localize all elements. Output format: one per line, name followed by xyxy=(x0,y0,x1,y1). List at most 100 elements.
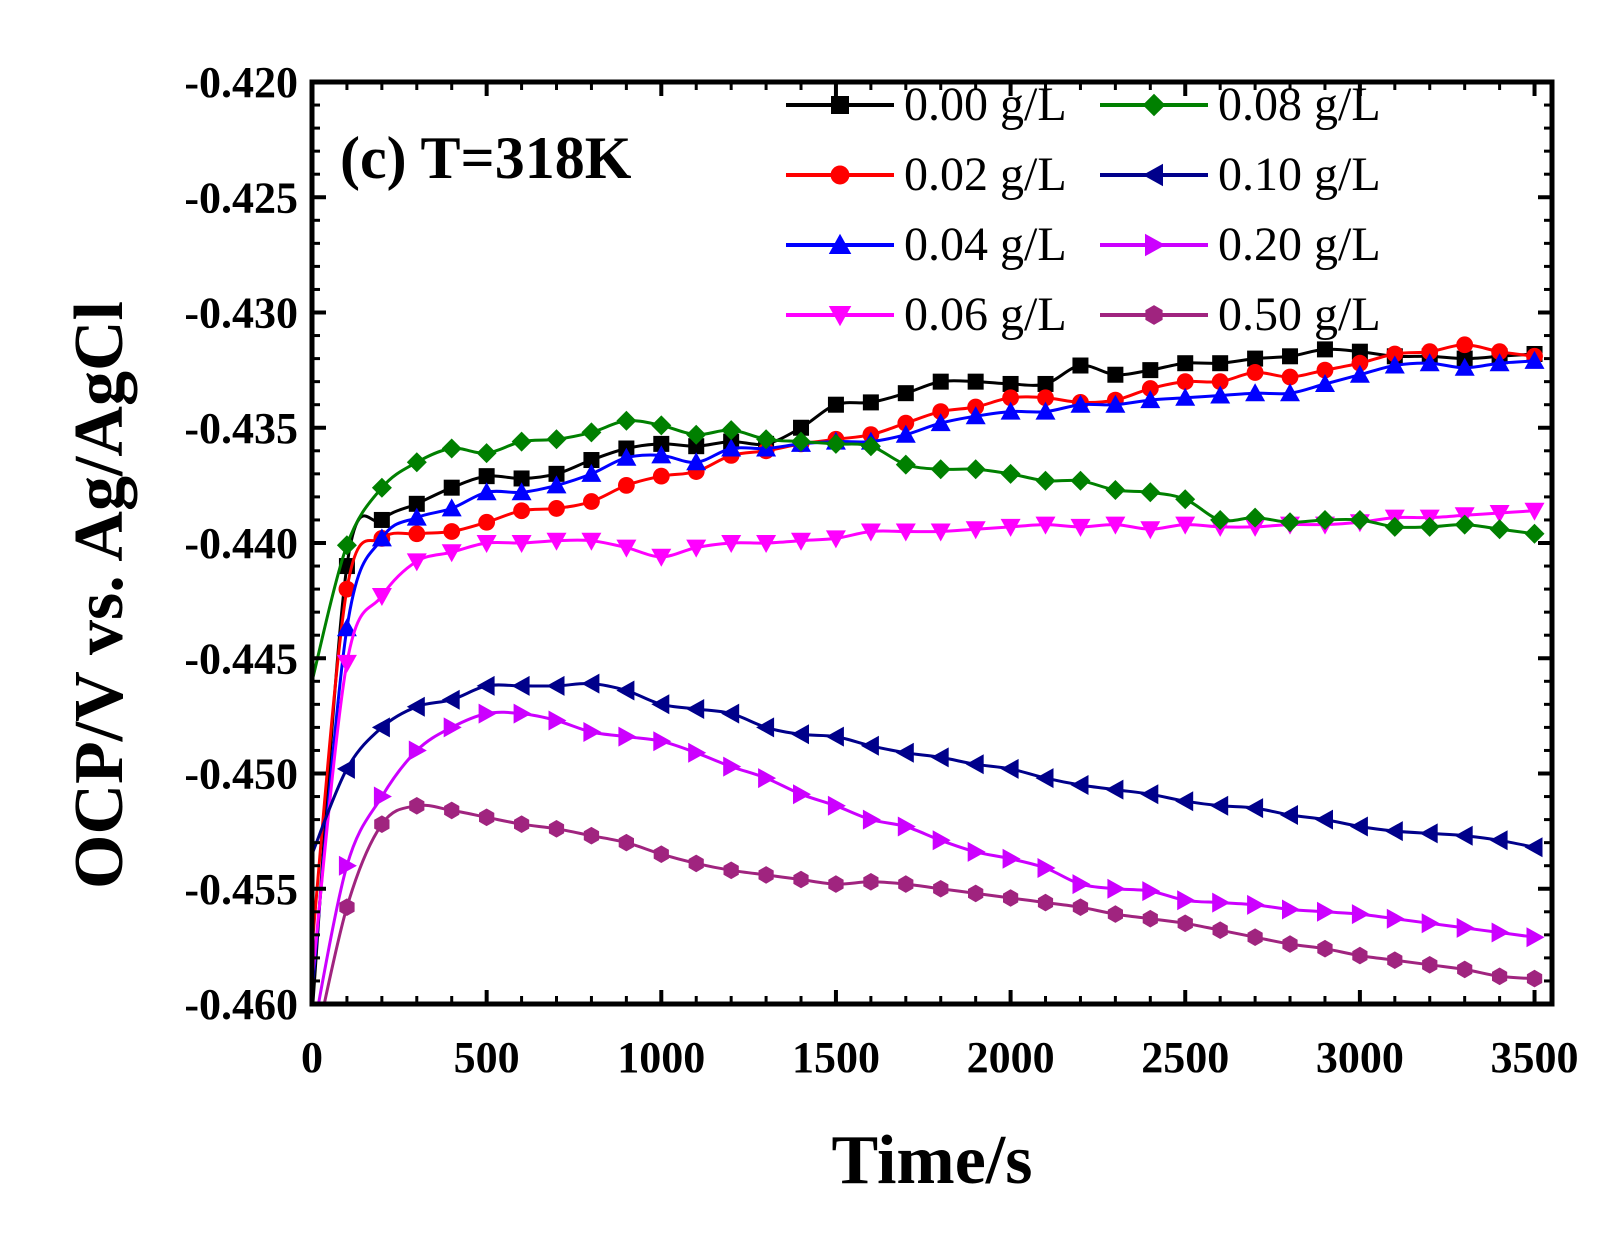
data-point xyxy=(1070,470,1091,491)
data-point xyxy=(1177,355,1194,372)
data-point xyxy=(688,742,707,763)
series-line xyxy=(312,359,1535,993)
legend-marker xyxy=(828,233,852,254)
data-point xyxy=(723,861,739,880)
data-point xyxy=(1526,969,1543,988)
data-point xyxy=(895,424,916,443)
data-point xyxy=(408,740,427,761)
data-point xyxy=(1351,904,1370,925)
data-point xyxy=(1351,354,1369,372)
data-point xyxy=(686,539,707,558)
data-point xyxy=(1489,830,1508,851)
data-point xyxy=(791,431,811,452)
data-point xyxy=(1349,816,1368,837)
data-point xyxy=(1212,921,1228,939)
data-point xyxy=(1315,374,1335,392)
data-point xyxy=(791,532,811,551)
data-point xyxy=(478,703,497,724)
data-point xyxy=(1175,516,1196,535)
data-point xyxy=(862,394,879,411)
data-point xyxy=(1456,336,1474,354)
data-point xyxy=(933,880,949,898)
data-point xyxy=(511,431,532,452)
data-point xyxy=(1072,874,1091,895)
series-0-00-g-l xyxy=(312,341,1543,1004)
data-point xyxy=(828,875,844,893)
legend-label: 0.00 g/L xyxy=(904,78,1067,131)
data-point xyxy=(860,436,881,457)
legend-marker xyxy=(828,306,852,327)
data-point xyxy=(583,452,600,469)
legend-label: 0.08 g/L xyxy=(1218,78,1381,131)
legend-marker xyxy=(831,96,849,114)
data-point xyxy=(721,420,742,441)
data-point xyxy=(1386,345,1404,363)
data-point xyxy=(1419,823,1438,844)
x-tick-label: 1000 xyxy=(617,1033,705,1082)
x-tick-label: 1500 xyxy=(792,1033,880,1082)
x-tick-label: 3000 xyxy=(1316,1033,1404,1082)
y-tick-label: -0.445 xyxy=(184,634,298,683)
data-point xyxy=(1246,364,1264,381)
data-point xyxy=(443,479,460,496)
y-tick-label: -0.430 xyxy=(184,289,298,338)
data-point xyxy=(930,459,951,480)
data-point xyxy=(652,467,670,485)
data-point xyxy=(616,447,637,466)
data-point xyxy=(1175,791,1194,812)
data-point xyxy=(1421,343,1439,361)
data-point xyxy=(1491,922,1510,943)
data-point xyxy=(1175,489,1196,510)
data-point xyxy=(1037,893,1054,912)
data-point xyxy=(548,465,565,482)
series-0-04-g-l xyxy=(312,350,1545,993)
data-point xyxy=(441,438,462,459)
data-point xyxy=(583,722,602,742)
data-point xyxy=(1140,521,1161,540)
data-point xyxy=(1142,362,1159,379)
data-point xyxy=(895,523,916,542)
legend-marker xyxy=(830,165,850,185)
data-point xyxy=(371,717,390,738)
data-point xyxy=(373,786,392,807)
data-point xyxy=(1386,908,1405,929)
data-point xyxy=(1454,514,1475,535)
data-point xyxy=(444,801,460,820)
data-point xyxy=(548,500,565,517)
data-point xyxy=(1315,809,1333,830)
data-point xyxy=(478,468,495,485)
data-point xyxy=(443,523,461,540)
series-0-08-g-l xyxy=(312,410,1545,682)
data-point xyxy=(1419,353,1440,372)
data-point xyxy=(1245,383,1266,402)
data-point xyxy=(653,435,670,452)
data-point xyxy=(930,413,951,432)
data-point xyxy=(825,530,846,549)
data-point xyxy=(1175,387,1196,406)
legend-item: 0.02 g/L xyxy=(786,148,1067,201)
data-point xyxy=(371,477,392,498)
series-line xyxy=(316,710,1535,1004)
data-point xyxy=(476,535,497,553)
data-point xyxy=(441,544,462,563)
data-point xyxy=(1002,389,1019,407)
series-line xyxy=(312,509,1535,982)
data-point xyxy=(338,580,356,598)
legend-item: 0.06 g/L xyxy=(786,288,1067,341)
legend-item: 0.20 g/L xyxy=(1100,218,1381,271)
data-point xyxy=(1524,837,1543,858)
data-point xyxy=(1142,881,1161,902)
data-point xyxy=(513,470,530,487)
data-point xyxy=(618,833,634,852)
data-point xyxy=(406,507,427,526)
data-point xyxy=(1245,507,1266,528)
data-point xyxy=(581,463,602,482)
data-point xyxy=(967,373,984,390)
data-point xyxy=(721,535,742,553)
series-line xyxy=(312,419,1535,682)
data-point xyxy=(476,482,497,501)
data-point xyxy=(1282,348,1299,365)
data-point xyxy=(443,717,462,738)
data-point xyxy=(409,797,425,815)
data-point xyxy=(932,403,950,421)
